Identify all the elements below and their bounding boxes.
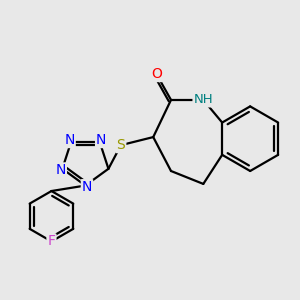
Text: S: S [116, 138, 125, 152]
Text: N: N [64, 133, 75, 147]
Text: N: N [56, 164, 66, 177]
Text: F: F [47, 234, 56, 248]
Text: NH: NH [194, 93, 213, 106]
Text: N: N [96, 133, 106, 147]
Text: O: O [151, 67, 162, 81]
Text: N: N [82, 180, 92, 194]
